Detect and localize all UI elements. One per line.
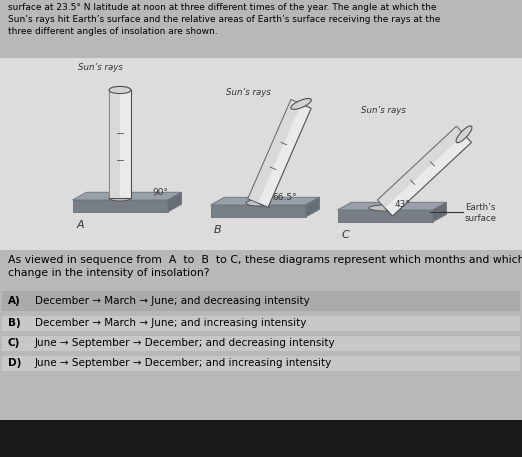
Polygon shape <box>248 100 311 207</box>
Text: Sun’s rays: Sun’s rays <box>78 63 123 72</box>
Ellipse shape <box>369 205 401 211</box>
Polygon shape <box>168 192 182 212</box>
Polygon shape <box>248 100 301 203</box>
Ellipse shape <box>456 126 472 143</box>
Text: D): D) <box>8 358 21 368</box>
Text: C): C) <box>8 339 20 349</box>
Polygon shape <box>305 197 319 217</box>
Polygon shape <box>210 197 319 205</box>
Text: December → March → June; and increasing intensity: December → March → June; and increasing … <box>35 319 306 329</box>
Polygon shape <box>338 210 433 222</box>
Text: Sun’s rays: Sun’s rays <box>226 88 270 97</box>
Polygon shape <box>210 205 305 217</box>
Ellipse shape <box>246 200 270 206</box>
Polygon shape <box>73 192 182 200</box>
Text: As viewed in sequence from  A  to  B  to C, these diagrams represent which month: As viewed in sequence from A to B to C, … <box>8 255 522 278</box>
Polygon shape <box>109 90 120 198</box>
Ellipse shape <box>109 195 131 201</box>
Ellipse shape <box>291 98 311 109</box>
Polygon shape <box>377 126 464 208</box>
Text: A): A) <box>8 296 21 306</box>
Bar <box>2 316 520 331</box>
Text: B: B <box>214 225 222 235</box>
Polygon shape <box>109 90 131 198</box>
Bar <box>2 356 520 371</box>
Text: B): B) <box>8 319 21 329</box>
Polygon shape <box>73 200 168 212</box>
Text: June → September → December; and decreasing intensity: June → September → December; and decreas… <box>35 339 336 349</box>
Text: Sun’s rays: Sun’s rays <box>361 106 406 115</box>
Text: C: C <box>341 230 349 240</box>
Text: 90°: 90° <box>152 188 168 197</box>
Text: December → March → June; and decreasing intensity: December → March → June; and decreasing … <box>35 296 310 306</box>
Ellipse shape <box>109 86 131 94</box>
Text: Earth’s
surface: Earth’s surface <box>465 203 497 223</box>
Text: surface at 23.5° N latitude at noon at three different times of the year. The an: surface at 23.5° N latitude at noon at t… <box>8 3 441 36</box>
Polygon shape <box>377 126 471 216</box>
Text: A: A <box>76 220 84 230</box>
Text: June → September → December; and increasing intensity: June → September → December; and increas… <box>35 358 332 368</box>
Polygon shape <box>433 202 446 222</box>
Text: 66.5°: 66.5° <box>272 193 296 202</box>
Bar <box>0 420 522 457</box>
Bar <box>2 336 520 351</box>
Polygon shape <box>338 202 446 210</box>
Bar <box>0 58 522 250</box>
Text: 43°: 43° <box>395 200 411 209</box>
Bar <box>2 291 520 311</box>
